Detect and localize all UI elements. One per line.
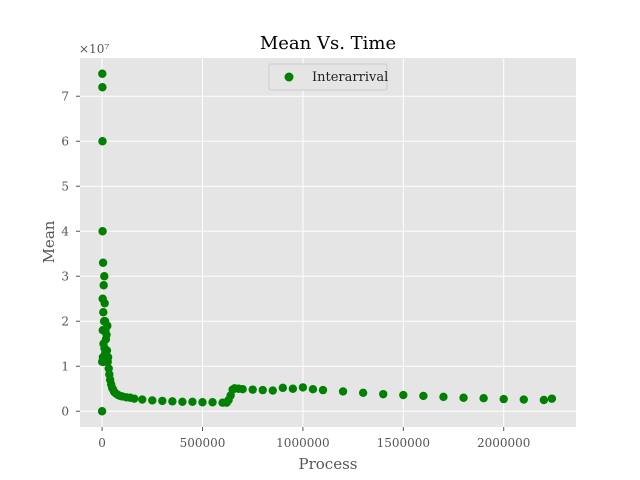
- y-tick-label: 3: [61, 269, 69, 283]
- chart-title: Mean Vs. Time: [260, 33, 396, 54]
- data-point: [399, 390, 408, 400]
- data-point: [98, 227, 107, 236]
- x-tick-label: 2000000: [477, 436, 530, 450]
- grid-lines: [80, 58, 576, 427]
- data-point: [208, 398, 217, 407]
- data-point: [100, 299, 109, 308]
- y-tick-label: 1: [61, 359, 69, 373]
- legend-label: Interarrival: [312, 70, 388, 85]
- data-point: [248, 385, 257, 394]
- y-tick-label: 7: [61, 89, 69, 103]
- data-point: [238, 385, 247, 394]
- data-point: [198, 398, 207, 407]
- y-tick-label: 6: [61, 134, 69, 148]
- data-point: [103, 321, 112, 330]
- plot-area: [80, 58, 576, 427]
- y-tick-label: 5: [61, 179, 69, 193]
- data-point: [499, 394, 508, 404]
- data-point: [100, 272, 109, 281]
- data-point: [102, 330, 111, 339]
- y-tick-label: 4: [61, 224, 69, 238]
- data-point: [268, 386, 277, 395]
- legend: Interarrival: [268, 63, 388, 91]
- data-point: [103, 353, 113, 362]
- data-point: [338, 387, 348, 396]
- data-point: [158, 396, 167, 406]
- y-axis-label: Mean: [40, 220, 58, 263]
- y-axis-multiplier: ×10⁷: [79, 42, 109, 56]
- data-point: [168, 397, 177, 406]
- data-point: [519, 395, 528, 404]
- data-point: [358, 388, 368, 397]
- data-points: [97, 69, 557, 416]
- data-point: [258, 385, 267, 395]
- legend-marker: [284, 72, 294, 82]
- data-point: [278, 383, 288, 393]
- data-point: [459, 393, 468, 402]
- data-point: [547, 394, 557, 403]
- data-point: [479, 394, 488, 403]
- data-point: [130, 394, 139, 403]
- data-point: [99, 281, 108, 290]
- data-point: [188, 397, 197, 406]
- data-point: [288, 384, 298, 393]
- x-axis-ticks: 0 500000 1000000 1500000 2000000: [98, 427, 530, 450]
- data-point: [102, 346, 112, 355]
- data-point: [98, 137, 107, 146]
- x-tick-label: 1500000: [377, 436, 430, 450]
- data-point: [98, 69, 107, 78]
- legend-box: [268, 63, 388, 91]
- y-tick-label: 2: [61, 314, 69, 328]
- data-point: [308, 385, 318, 394]
- data-point: [98, 83, 107, 92]
- data-point: [97, 407, 107, 416]
- y-axis-ticks: 0 1 2 3 4 5 6 7: [61, 89, 80, 418]
- x-tick-label: 0: [98, 436, 106, 450]
- x-tick-label: 1000000: [276, 436, 329, 450]
- data-point: [419, 391, 428, 401]
- x-axis-label: Process: [299, 455, 358, 473]
- data-point: [539, 395, 549, 405]
- data-point: [138, 395, 147, 404]
- data-point: [439, 392, 448, 402]
- x-tick-label: 500000: [180, 436, 226, 450]
- y-tick-label: 0: [61, 404, 69, 418]
- data-point: [178, 397, 187, 406]
- data-point: [318, 385, 328, 395]
- data-point: [99, 308, 108, 317]
- data-point: [98, 258, 108, 267]
- data-point: [148, 396, 157, 405]
- data-point: [379, 389, 388, 399]
- data-point: [298, 383, 308, 392]
